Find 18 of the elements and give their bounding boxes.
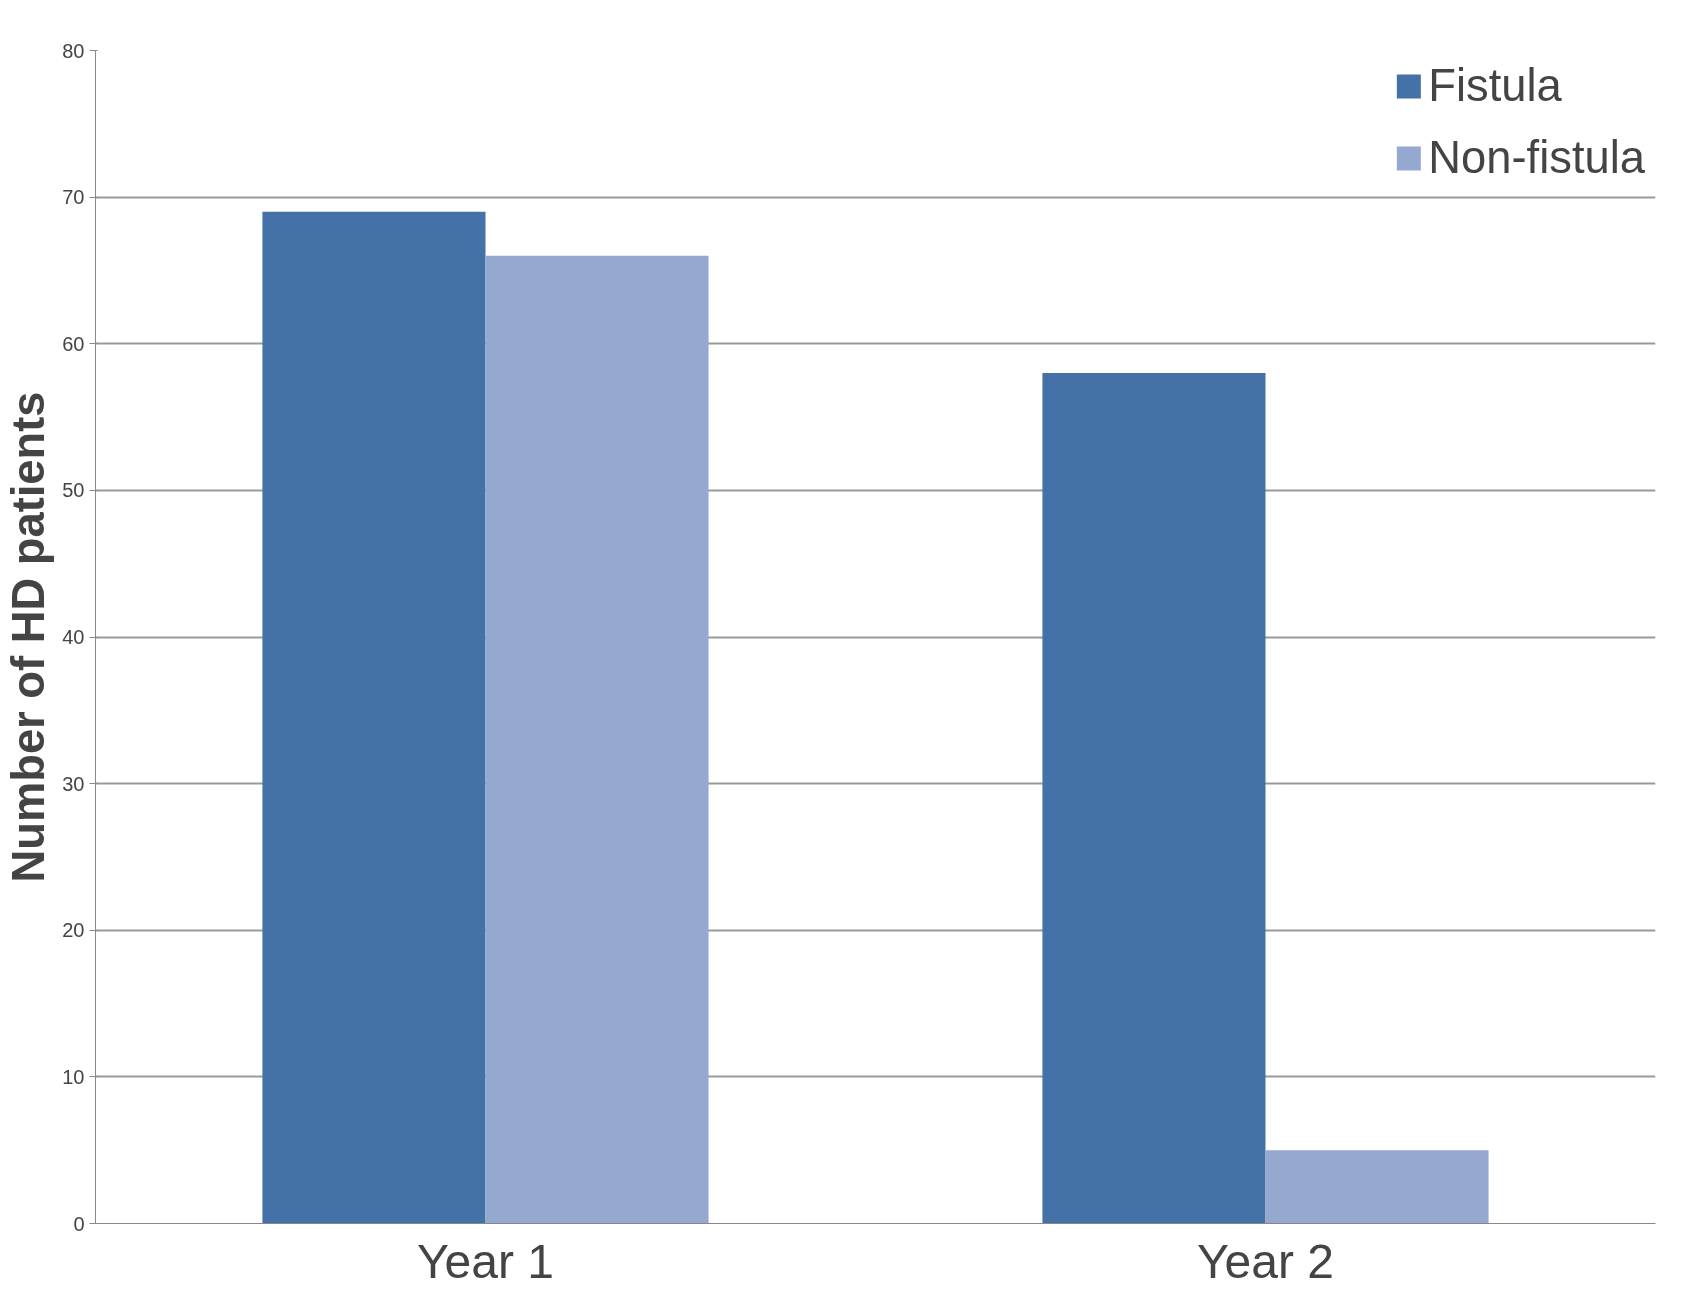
x-tick-label: Year 2	[1196, 1234, 1335, 1288]
bar	[1042, 373, 1266, 1224]
y-tick-label: 0	[73, 1212, 85, 1235]
x-tick-label: Year 1	[416, 1234, 555, 1288]
y-axis-title: Number of HD patients	[3, 391, 55, 883]
y-tick-label: 20	[62, 919, 85, 942]
y-tick-label: 80	[62, 39, 85, 62]
legend-label: Fistula	[1428, 60, 1562, 112]
y-tick-label: 40	[62, 626, 85, 648]
legend-label: Non-fistula	[1428, 132, 1645, 184]
y-tick-label: 50	[62, 479, 85, 502]
y-tick-label: 30	[62, 772, 85, 795]
y-tick-label: 70	[62, 186, 85, 209]
y-tick-label: 10	[62, 1065, 85, 1088]
bar	[485, 255, 709, 1224]
y-tick-label: 60	[62, 332, 85, 355]
bar	[1265, 1150, 1489, 1224]
bar	[262, 211, 486, 1224]
